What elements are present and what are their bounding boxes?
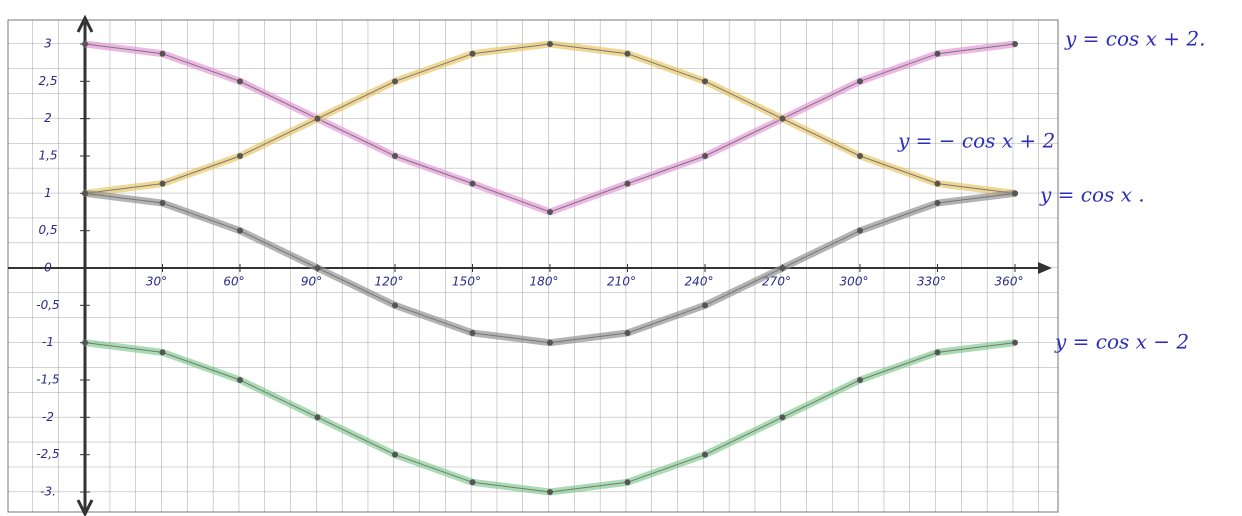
y-tick-label: -1,5 [36, 373, 59, 387]
data-point [159, 200, 166, 207]
y-tick-label: -0,5 [36, 298, 59, 312]
data-point [779, 115, 786, 122]
y-tick-label: -2 [42, 410, 54, 424]
y-tick-label: -3. [40, 485, 56, 499]
x-tick-label: 120° [375, 275, 404, 289]
data-point [159, 180, 166, 187]
data-point [392, 153, 398, 159]
legend-label: y = cos x − 2 [1054, 330, 1189, 354]
graph-paper [7, 19, 1059, 513]
data-point [857, 78, 863, 85]
data-point [159, 50, 166, 57]
data-point [159, 349, 166, 356]
data-point [237, 153, 243, 159]
data-point [314, 265, 321, 271]
x-tick-label: 240° [685, 275, 714, 289]
data-point [547, 339, 553, 346]
data-point [702, 302, 708, 309]
data-point [469, 180, 476, 187]
legend-label: y = cos x . [1039, 183, 1145, 207]
data-point [392, 302, 398, 309]
data-point [547, 209, 553, 215]
legend-label: y = cos x + 2. [1064, 27, 1205, 51]
data-point [857, 227, 863, 234]
x-axis-arrow [1038, 262, 1052, 274]
data-point [237, 78, 243, 85]
y-axis-arrow [76, 499, 94, 516]
data-point [469, 50, 476, 57]
data-point [624, 479, 631, 486]
data-point [934, 349, 941, 356]
y-tick-label: 1,5 [38, 149, 57, 163]
x-tick-label: 360° [995, 275, 1024, 289]
x-tick-label: 30° [146, 275, 167, 289]
data-point [1012, 41, 1018, 47]
data-point [547, 41, 553, 47]
data-point [392, 451, 398, 458]
data-point [779, 265, 786, 271]
data-point [82, 190, 88, 197]
data-point [237, 227, 243, 234]
data-point [702, 78, 708, 85]
y-tick-label: 2 [44, 111, 52, 125]
data-point [1012, 190, 1018, 197]
data-point [82, 339, 88, 346]
data-point [934, 200, 941, 207]
data-point [82, 41, 88, 47]
data-point [547, 489, 553, 495]
y-tick-label: -2,5 [36, 447, 59, 461]
data-point [237, 377, 243, 383]
data-point [779, 414, 786, 421]
data-point [934, 50, 941, 57]
data-point [1012, 339, 1018, 346]
y-tick-label: 1 [44, 186, 52, 200]
data-point [469, 329, 476, 336]
data-point [857, 153, 863, 159]
legend-label: y = − cos x + 2 [897, 129, 1055, 153]
data-point [469, 479, 476, 486]
y-tick-label: 0,5 [38, 223, 57, 237]
y-tick-label: 3 [44, 37, 52, 51]
data-point [624, 329, 631, 336]
data-point [392, 78, 398, 85]
y-tick-label: 2,5 [38, 74, 57, 88]
x-tick-label: 150° [452, 275, 481, 289]
data-point [314, 414, 321, 421]
plot-area: 3 2,5 2 1,5 1 0,5 0 -0,5 -1 -1,5 -2 -2,5 -3. 30° 60° 90… [8, 14, 1205, 516]
x-tick-label: 330° [917, 275, 946, 289]
data-point [624, 180, 631, 187]
y-tick-label: 0 [44, 261, 52, 275]
y-axis-arrow [76, 14, 94, 33]
x-tick-label: 210° [607, 275, 636, 289]
data-point [857, 377, 863, 383]
data-point [624, 50, 631, 57]
data-point [702, 451, 708, 458]
data-point [934, 180, 941, 187]
x-tick-label: 90° [301, 275, 322, 289]
y-tick-label: -1 [42, 335, 54, 349]
x-tick-label: 300° [840, 275, 869, 289]
data-point [314, 115, 321, 122]
x-tick-label: 180° [530, 275, 559, 289]
data-point [702, 153, 708, 159]
x-tick-label: 60° [223, 275, 244, 289]
